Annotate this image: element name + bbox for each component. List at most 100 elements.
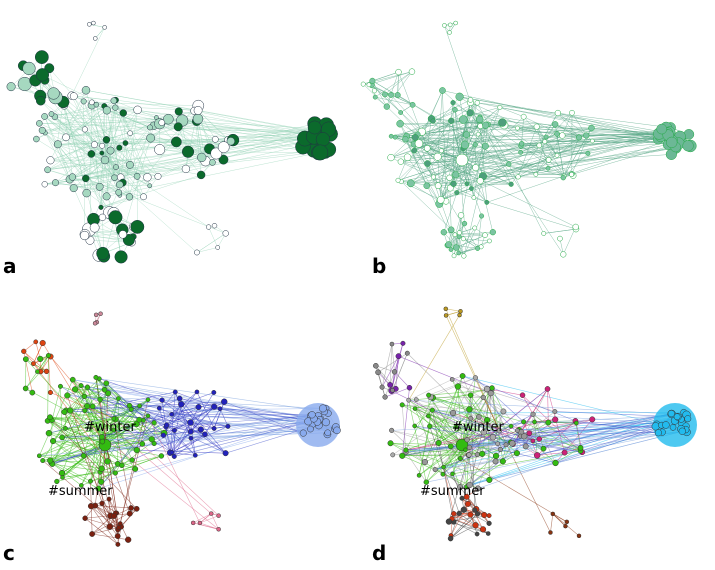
edge (106, 138, 234, 141)
node (477, 123, 484, 130)
edge (179, 398, 321, 420)
node (487, 390, 494, 397)
node (466, 109, 474, 117)
edge (84, 235, 129, 241)
edge (503, 124, 574, 176)
node (112, 104, 119, 111)
edge (400, 124, 556, 162)
edge (429, 409, 470, 427)
edge (390, 112, 471, 158)
edge (84, 389, 105, 397)
node (590, 138, 595, 144)
node (211, 135, 219, 143)
node (533, 123, 540, 130)
node (389, 341, 395, 347)
edge (83, 101, 85, 236)
edge (434, 469, 468, 488)
edge (47, 355, 49, 421)
node (156, 405, 162, 411)
edge (548, 134, 669, 161)
edge (381, 344, 393, 388)
node (654, 429, 662, 437)
edge (72, 379, 338, 431)
node (137, 403, 142, 409)
node (545, 157, 552, 163)
node (116, 180, 124, 189)
node (128, 406, 134, 412)
edge (104, 159, 111, 210)
node (472, 164, 480, 172)
node (564, 519, 570, 525)
node (544, 386, 551, 392)
edge (405, 451, 427, 483)
node (101, 386, 108, 393)
node (108, 210, 123, 225)
node (400, 340, 406, 346)
node (98, 204, 104, 210)
node (104, 458, 111, 465)
edge (83, 415, 312, 456)
node (475, 131, 481, 137)
node (453, 20, 458, 26)
node (460, 140, 470, 150)
node (102, 106, 111, 115)
node (550, 511, 556, 517)
node (456, 230, 462, 236)
node (146, 133, 156, 143)
edge (390, 442, 468, 488)
node (40, 458, 46, 464)
node (459, 115, 468, 124)
node (436, 196, 445, 204)
edge (461, 159, 572, 175)
node (116, 396, 121, 401)
node (143, 173, 152, 182)
node (542, 139, 548, 145)
node (416, 473, 422, 478)
node-label: #winter (84, 420, 136, 435)
edge (150, 137, 206, 162)
node (472, 522, 479, 529)
node (87, 22, 92, 27)
edge (25, 358, 47, 372)
edge (470, 102, 479, 135)
node (521, 433, 528, 440)
node (445, 518, 453, 525)
edge (410, 183, 439, 202)
edge (62, 471, 101, 478)
edge (402, 422, 577, 457)
node (497, 104, 503, 110)
node (391, 369, 398, 375)
edge (368, 71, 413, 86)
node (543, 134, 549, 140)
node (577, 444, 584, 451)
edge (431, 99, 471, 119)
edge (556, 132, 668, 156)
node (552, 409, 558, 414)
node (476, 414, 482, 420)
edge (96, 104, 224, 160)
node (98, 478, 105, 485)
node (530, 411, 536, 417)
node (88, 478, 93, 484)
node (221, 398, 228, 405)
node (116, 144, 123, 151)
node (452, 107, 458, 113)
node (92, 321, 98, 326)
node (560, 174, 566, 181)
edge (571, 143, 679, 175)
node (395, 177, 401, 183)
node (561, 449, 568, 456)
node (133, 505, 140, 512)
edge (410, 159, 463, 184)
edge (405, 419, 556, 451)
edge (443, 192, 458, 233)
edge (56, 455, 162, 482)
node (158, 119, 166, 126)
edge (426, 147, 676, 187)
node (452, 171, 460, 179)
node (163, 113, 174, 125)
node (193, 105, 203, 115)
node (460, 236, 466, 242)
edge (543, 228, 577, 234)
node (552, 459, 559, 467)
